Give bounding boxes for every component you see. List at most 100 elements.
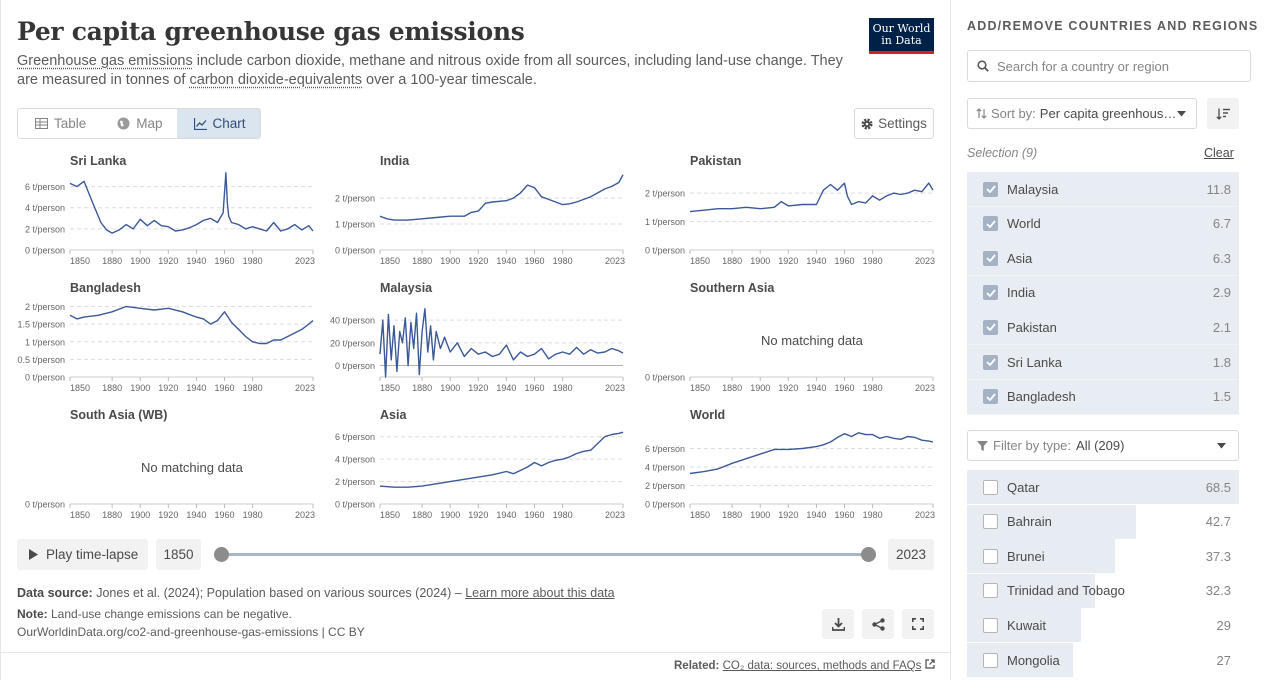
tab-table[interactable]: Table (18, 109, 100, 138)
entity-checkbox[interactable] (983, 285, 998, 301)
fullscreen-button[interactable] (902, 609, 934, 639)
timeline-end-handle[interactable] (861, 547, 876, 562)
x-tick-label-world: 1940 (806, 510, 826, 520)
y-tick-label-world: 4 t/person (645, 463, 685, 473)
tab-map[interactable]: Map (100, 109, 176, 138)
co2eq-definition-link[interactable]: carbon dioxide-equivalents (189, 72, 363, 88)
check-icon (985, 254, 996, 263)
selected-entity-row[interactable]: Pakistan 2.1 (967, 310, 1239, 345)
start-year-label[interactable]: 1850 (156, 539, 201, 570)
entity-name: Trinidad and Tobago (1007, 583, 1125, 599)
x-tick-label-malaysia: 1940 (496, 383, 516, 393)
sort-order-button[interactable] (1207, 98, 1239, 129)
y-tick-label-india: 1 t/person (335, 220, 375, 230)
x-tick-label-pakistan: 1980 (863, 256, 883, 266)
table-icon (35, 118, 48, 129)
panel-title-india: India (380, 154, 410, 168)
x-tick-label-india: 1940 (496, 256, 516, 266)
sidebar-title: ADD/REMOVE COUNTRIES AND REGIONS (967, 19, 1259, 33)
source-url-license[interactable]: OurWorldinData.org/co2-and-greenhouse-ga… (17, 625, 365, 639)
owid-logo[interactable]: Our World in Data (869, 18, 934, 54)
entity-checkbox[interactable] (983, 250, 998, 266)
x-tick-label-south-asia-wb: 1880 (102, 510, 122, 520)
x-tick-label-bangladesh: 1920 (158, 383, 178, 393)
selected-entity-row[interactable]: World 6.7 (967, 206, 1239, 241)
x-tick-label-sri-lanka: 1900 (130, 256, 150, 266)
x-tick-label-pakistan: 1900 (750, 256, 770, 266)
small-multiples-chart: 0 t/person 2 t/person 4 t/person 6 t/person… (17, 172, 935, 520)
entity-row[interactable]: Mongolia 27 (967, 643, 1239, 677)
series-line-asia (379, 431, 624, 488)
settings-button[interactable]: Settings (854, 108, 934, 139)
x-tick-label-world: 1980 (863, 510, 883, 520)
x-tick-label-bangladesh: 1940 (186, 383, 206, 393)
end-year-label[interactable]: 2023 (888, 539, 934, 570)
series-line-malaysia (379, 308, 624, 378)
entity-row[interactable]: Trinidad and Tobago 32.3 (967, 573, 1239, 608)
entity-checkbox[interactable] (983, 181, 998, 197)
entity-checkbox[interactable] (983, 652, 998, 668)
download-button[interactable] (822, 609, 854, 639)
entity-checkbox[interactable] (983, 514, 998, 530)
learn-more-link[interactable]: Learn more about this data (465, 586, 615, 600)
x-tick-label-sri-lanka: 2023 (295, 256, 315, 266)
x-tick-label-malaysia: 1850 (380, 383, 400, 393)
x-tick-label-pakistan: 1940 (806, 256, 826, 266)
y-tick-label-world: 2 t/person (645, 481, 685, 491)
timeline-start-handle[interactable] (214, 547, 229, 562)
row-background (967, 241, 1239, 276)
y-tick-label-asia: 2 t/person (335, 477, 375, 487)
share-button[interactable] (862, 609, 894, 639)
selected-entity-row[interactable]: Malaysia 11.8 (967, 172, 1239, 206)
series-line-bangladesh (69, 305, 314, 345)
play-timelapse-button[interactable]: Play time-lapse (17, 539, 148, 570)
x-tick-label-malaysia: 1880 (412, 383, 432, 393)
tab-chart[interactable]: Chart (176, 109, 260, 138)
x-tick-label-south-asia-wb: 1940 (186, 510, 206, 520)
filter-by-type-dropdown[interactable]: Filter by type: All (209) (967, 430, 1239, 461)
y-tick-label-pakistan: 1 t/person (645, 217, 685, 227)
related-link: Related: CO₂ data: sources, methods and … (674, 659, 935, 672)
y-tick-label-pakistan: 0 t/person (645, 246, 685, 256)
selected-entity-row[interactable]: Asia 6.3 (967, 241, 1239, 276)
check-icon (985, 393, 996, 401)
line-chart-icon (193, 117, 207, 130)
ghg-definition-link[interactable]: Greenhouse gas emissions (17, 53, 193, 69)
entity-checkbox[interactable] (983, 617, 998, 633)
y-tick-label-sri-lanka: 6 t/person (25, 182, 65, 192)
y-tick-label-asia: 0 t/person (335, 500, 375, 510)
entity-checkbox[interactable] (983, 216, 998, 232)
entity-row[interactable]: Brunei 37.3 (967, 539, 1239, 574)
entity-checkbox[interactable] (983, 389, 998, 405)
entity-row[interactable]: Qatar 68.5 (967, 470, 1239, 504)
entity-checkbox[interactable] (983, 319, 998, 335)
entity-name: Mongolia (1007, 652, 1060, 668)
selected-entity-row[interactable]: India 2.9 (967, 275, 1239, 310)
country-search-input[interactable]: Search for a country or region (967, 50, 1251, 82)
no-data-south-asia-wb: No matching data (141, 460, 243, 475)
selected-entity-row[interactable]: Sri Lanka 1.8 (967, 345, 1239, 379)
entity-value: 68.5 (1205, 479, 1231, 495)
clear-selection-button[interactable]: Clear (1204, 146, 1234, 160)
entity-checkbox[interactable] (983, 583, 998, 599)
co2-faq-link[interactable]: CO₂ data: sources, methods and FAQs (722, 660, 922, 672)
entity-row[interactable]: Kuwait 29 (967, 608, 1239, 643)
row-background (967, 310, 1239, 345)
entity-row[interactable]: Bahrain 42.7 (967, 504, 1239, 539)
x-tick-label-bangladesh: 1900 (130, 383, 150, 393)
sort-by-dropdown[interactable]: Sort by: Per capita greenhous… (967, 98, 1197, 129)
entity-checkbox[interactable] (983, 548, 998, 564)
value-bar (967, 470, 1239, 504)
x-tick-label-southern-asia: 1920 (778, 383, 798, 393)
series-line-india (379, 174, 624, 221)
selected-entity-row[interactable]: Bangladesh 1.5 (967, 379, 1239, 414)
x-tick-label-southern-asia: 1900 (750, 383, 770, 393)
entity-checkbox[interactable] (983, 354, 998, 370)
timeline-slider-track[interactable] (221, 553, 868, 556)
entity-checkbox[interactable] (983, 479, 998, 495)
y-tick-label-asia: 6 t/person (335, 432, 375, 442)
y-tick-label-india: 0 t/person (335, 246, 375, 256)
x-tick-label-southern-asia: 1960 (834, 383, 854, 393)
y-tick-label-asia: 4 t/person (335, 455, 375, 465)
check-icon (985, 323, 996, 332)
